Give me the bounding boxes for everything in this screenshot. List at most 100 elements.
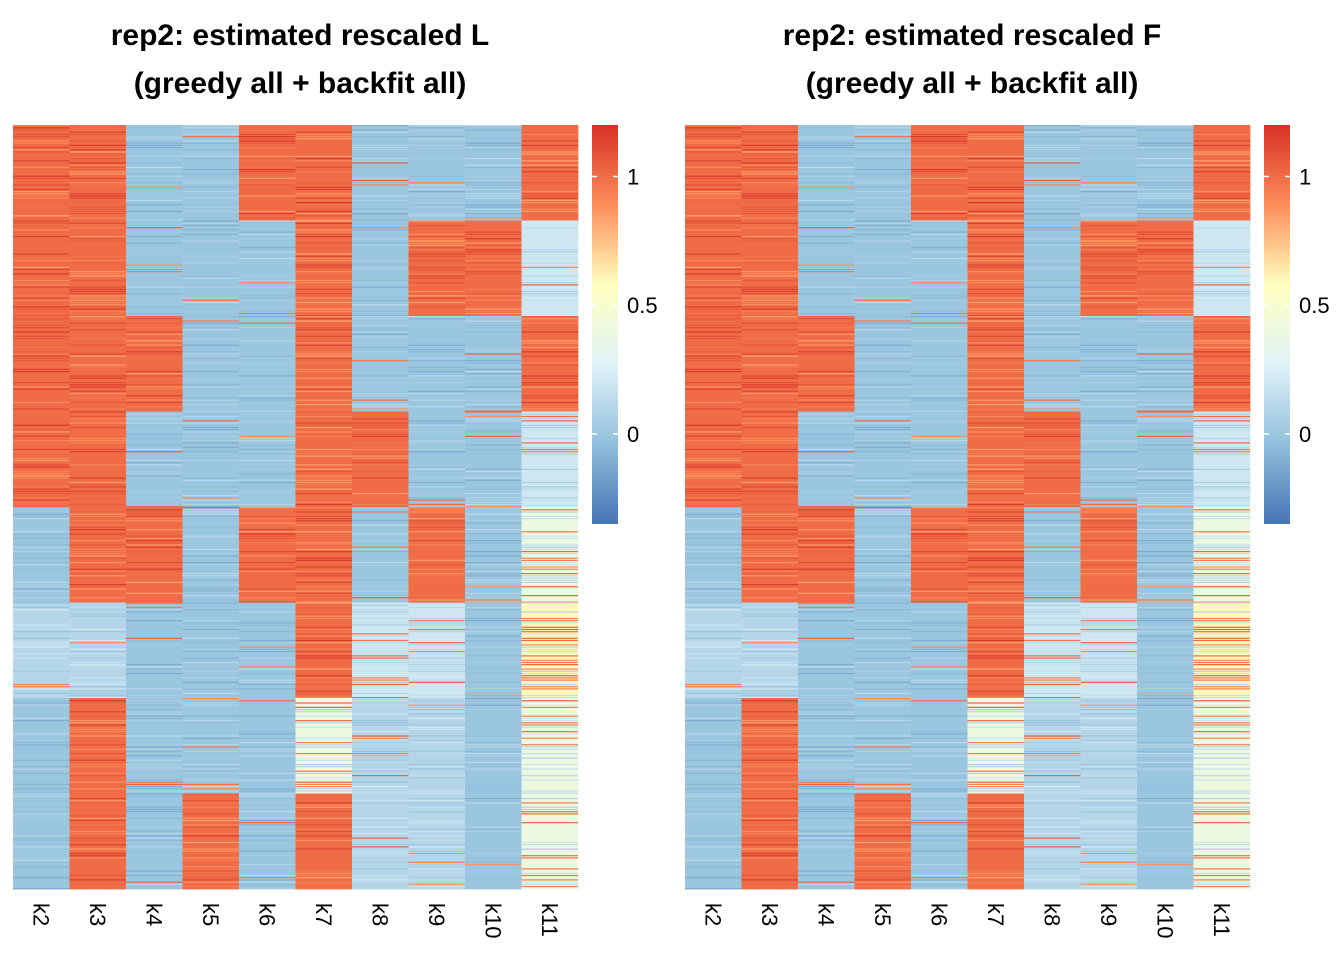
heatmap-streak bbox=[685, 717, 742, 719]
heatmap-streak bbox=[911, 479, 968, 481]
heatmap-streak bbox=[741, 129, 798, 131]
heatmap-streak bbox=[741, 315, 798, 317]
heatmap-streak bbox=[521, 628, 578, 631]
heatmap-streak bbox=[408, 622, 465, 624]
heatmap-streak bbox=[13, 557, 70, 559]
heatmap-streak bbox=[1137, 147, 1194, 149]
heatmap-streak bbox=[798, 351, 855, 353]
heatmap-streak bbox=[521, 429, 578, 431]
heatmap-streak bbox=[69, 464, 126, 466]
heatmap-streak bbox=[126, 433, 183, 435]
heatmap-streak bbox=[239, 399, 296, 401]
heatmap-streak bbox=[295, 590, 352, 592]
heatmap-streak bbox=[854, 826, 911, 828]
heatmap-streak bbox=[295, 477, 352, 479]
heatmap-streak bbox=[13, 888, 70, 890]
heatmap-streak bbox=[967, 786, 1024, 788]
heatmap-streak bbox=[239, 733, 296, 735]
heatmap-streak bbox=[685, 222, 742, 224]
heatmap-streak bbox=[239, 231, 296, 233]
heatmap-streak bbox=[798, 715, 855, 717]
heatmap-streak bbox=[1137, 592, 1194, 594]
heatmap-streak bbox=[911, 748, 968, 750]
heatmap-streak bbox=[854, 442, 911, 444]
heatmap-streaks bbox=[239, 316, 296, 412]
heatmap-streak bbox=[465, 861, 522, 863]
heatmap-streak bbox=[1024, 775, 1081, 777]
heatmap-streak bbox=[854, 850, 911, 852]
heatmap-streak bbox=[465, 310, 522, 312]
heatmap-streak bbox=[911, 679, 968, 681]
heatmap-streak bbox=[239, 260, 296, 262]
heatmap-streak bbox=[521, 318, 578, 320]
heatmap-streak bbox=[685, 477, 742, 479]
heatmap-streak bbox=[13, 160, 70, 162]
heatmap-streak bbox=[126, 353, 183, 355]
heatmap-streak bbox=[911, 399, 968, 401]
heatmap-streak bbox=[465, 180, 522, 182]
heatmap-streak bbox=[967, 133, 1024, 135]
heatmap-streak bbox=[408, 750, 465, 752]
heatmap-streak bbox=[1193, 573, 1250, 575]
heatmap-streak bbox=[239, 497, 296, 499]
heatmap-streak bbox=[465, 470, 522, 473]
heatmap-streak bbox=[126, 497, 183, 499]
heatmap-streak bbox=[1080, 653, 1137, 655]
heatmap-cell bbox=[1193, 507, 1251, 603]
heatmap-streak bbox=[911, 147, 968, 149]
heatmap-cell bbox=[911, 793, 968, 890]
heatmap-cells bbox=[13, 125, 579, 890]
heatmap-streak bbox=[741, 683, 798, 686]
heatmap-streak bbox=[408, 175, 465, 177]
heatmap-streak bbox=[685, 761, 742, 763]
heatmap-streak bbox=[1193, 304, 1250, 306]
heatmap-streak bbox=[685, 544, 742, 546]
heatmap-streak bbox=[352, 700, 409, 702]
heatmap-streak bbox=[741, 286, 798, 288]
heatmap-streak bbox=[967, 601, 1024, 603]
heatmap-streak bbox=[685, 282, 742, 284]
heatmap-streak bbox=[911, 279, 968, 282]
heatmap-streak bbox=[352, 158, 409, 160]
heatmap-streak bbox=[295, 453, 352, 455]
heatmap-streak bbox=[1024, 136, 1081, 138]
heatmap-streak bbox=[685, 315, 742, 317]
heatmap-streak bbox=[521, 468, 578, 470]
heatmap-streaks bbox=[182, 411, 239, 508]
heatmap-streak bbox=[854, 304, 911, 306]
heatmap-streak bbox=[685, 597, 742, 599]
heatmap-streak bbox=[182, 142, 239, 144]
heatmap-streak bbox=[295, 260, 352, 262]
heatmap-streak bbox=[69, 772, 126, 774]
heatmap-streak bbox=[1137, 180, 1194, 182]
heatmap-streak bbox=[685, 870, 742, 872]
heatmap-streak bbox=[126, 227, 183, 229]
heatmap-streak bbox=[408, 648, 465, 650]
heatmap-streak bbox=[69, 557, 126, 559]
heatmap-streak bbox=[798, 210, 855, 212]
heatmap-streak bbox=[685, 792, 742, 794]
heatmap-streak bbox=[126, 735, 183, 737]
heatmap-streak bbox=[854, 698, 911, 700]
heatmap-streak bbox=[1080, 242, 1137, 244]
heatmap-streak bbox=[13, 177, 70, 179]
heatmap-cell bbox=[741, 698, 799, 794]
heatmap-streak bbox=[408, 573, 465, 575]
heatmap-streak bbox=[911, 551, 968, 553]
heatmap-cell bbox=[741, 316, 799, 412]
heatmap-streak bbox=[1080, 839, 1137, 841]
heatmap-streak bbox=[239, 297, 296, 299]
heatmap-streak bbox=[911, 306, 968, 308]
heatmap-streak bbox=[1024, 661, 1081, 664]
column-label: k4 bbox=[141, 903, 166, 926]
heatmap-streak bbox=[967, 327, 1024, 329]
heatmap-streak bbox=[13, 753, 70, 755]
heatmap-streak bbox=[352, 833, 409, 835]
heatmap-streak bbox=[408, 742, 465, 744]
heatmap-streak bbox=[1193, 775, 1250, 777]
heatmap-streak bbox=[408, 275, 465, 277]
heatmap-streak bbox=[182, 208, 239, 210]
heatmap-streak bbox=[967, 204, 1024, 206]
heatmap-streak bbox=[521, 171, 578, 173]
heatmap-streak bbox=[352, 579, 409, 581]
